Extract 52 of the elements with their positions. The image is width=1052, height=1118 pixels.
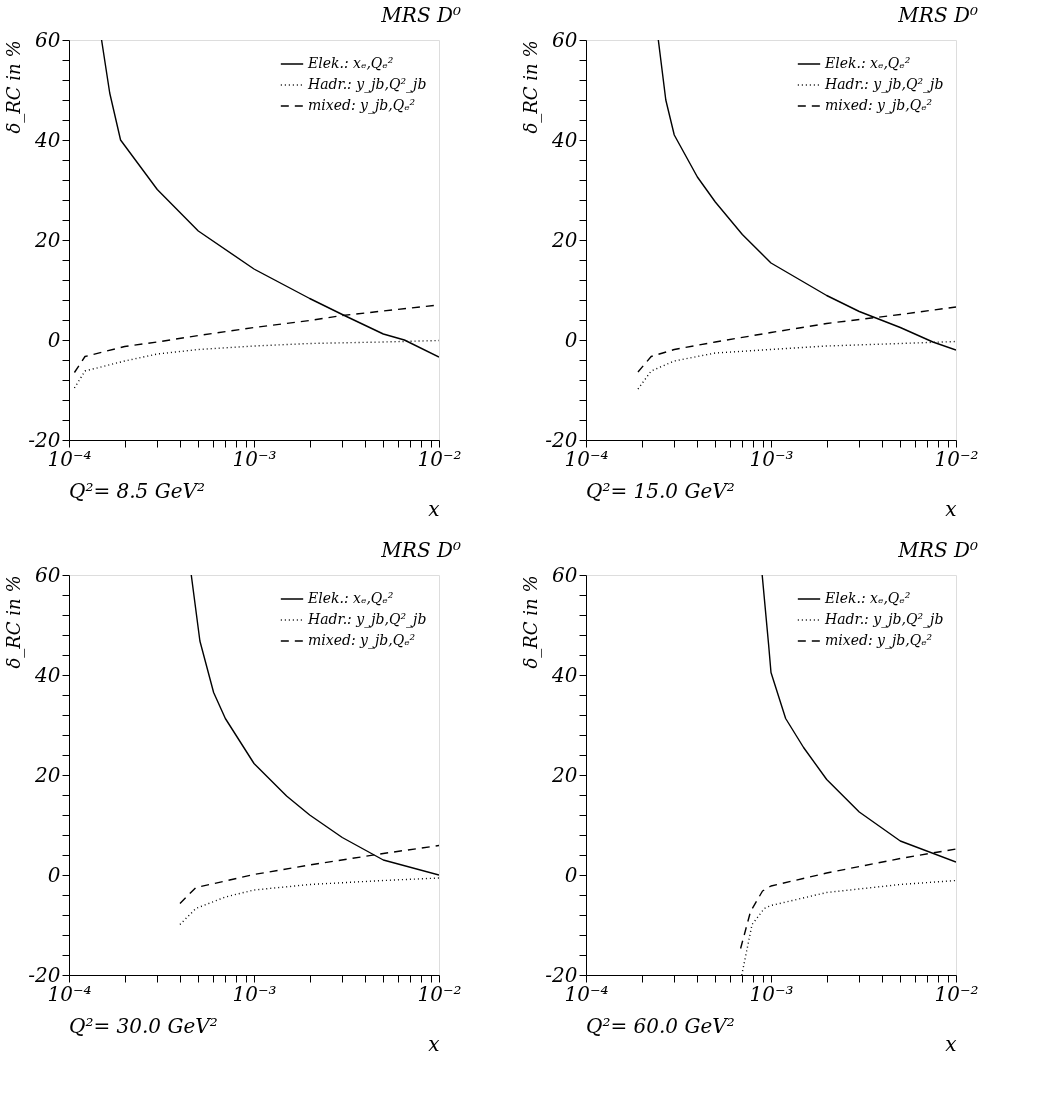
x-tick-label: 10⁻³ [232, 981, 277, 1006]
x-tick-label: 10⁻² [934, 981, 979, 1006]
y-tick-label: 60 [552, 562, 578, 587]
legend-label: Elek.: xₑ,Qₑ² [307, 55, 394, 71]
x-axis-title: x [428, 496, 440, 521]
text: Q²= 60.0 GeV² [586, 1014, 735, 1038]
y-tick-label: 40 [551, 662, 578, 687]
y-tick-label: 20 [551, 227, 578, 252]
legend-label: mixed: y_jb,Qₑ² [825, 97, 933, 114]
y-axis-title: δ_RC in % [3, 40, 26, 134]
x-tick-label: 10⁻³ [749, 446, 794, 471]
y-tick-label: 20 [34, 227, 61, 252]
legend-label: mixed: y_jb,Qₑ² [308, 97, 416, 114]
chart-title: MRS D⁰ [897, 538, 979, 562]
x-axis-title: x [945, 1031, 957, 1056]
x-tick-label: 10⁻³ [749, 981, 794, 1006]
legend-label: Hadr.: y_jb,Q²_jb [824, 76, 944, 93]
y-tick-label: 60 [552, 27, 578, 52]
y-tick-label: 20 [551, 762, 578, 787]
y-tick-label: 40 [34, 662, 61, 687]
x-tick-label: 10⁻² [417, 981, 462, 1006]
x-tick-label: 10⁻² [417, 446, 462, 471]
y-tick-label: 60 [35, 562, 61, 587]
y-tick-label: 0 [564, 327, 578, 352]
y-axis-title: δ_RC in % [3, 575, 26, 669]
chart-title: MRS D⁰ [380, 538, 462, 562]
legend-label: mixed: y_jb,Qₑ² [825, 632, 933, 649]
y-tick-label: 0 [564, 862, 578, 887]
legend-label: mixed: y_jb,Qₑ² [308, 632, 416, 649]
x-axis-title: x [428, 1031, 440, 1056]
y-tick-label: 60 [35, 27, 61, 52]
text: Q²= 15.0 GeV² [586, 479, 735, 503]
legend-label: Hadr.: y_jb,Q²_jb [307, 611, 427, 628]
x-tick-label: 10⁻³ [232, 446, 277, 471]
y-tick-label: 20 [34, 762, 61, 787]
y-axis-title: δ_RC in % [520, 575, 543, 669]
legend-label: Hadr.: y_jb,Q²_jb [824, 611, 944, 628]
legend-label: Hadr.: y_jb,Q²_jb [307, 76, 427, 93]
y-tick-label: 0 [47, 327, 61, 352]
x-tick-label: 10⁻² [934, 446, 979, 471]
y-tick-label: 0 [47, 862, 61, 887]
y-tick-label: 40 [551, 127, 578, 152]
text: Q²= 8.5 GeV² [69, 479, 205, 503]
chart-title: MRS D⁰ [380, 3, 462, 27]
y-axis-title: δ_RC in % [520, 40, 543, 134]
y-tick-label: 40 [34, 127, 61, 152]
legend-label: Elek.: xₑ,Qₑ² [307, 590, 394, 606]
legend-label: Elek.: xₑ,Qₑ² [824, 590, 911, 606]
text: Q²= 30.0 GeV² [69, 1014, 218, 1038]
legend-label: Elek.: xₑ,Qₑ² [824, 55, 911, 71]
chart-title: MRS D⁰ [897, 3, 979, 27]
x-axis-title: x [945, 496, 957, 521]
